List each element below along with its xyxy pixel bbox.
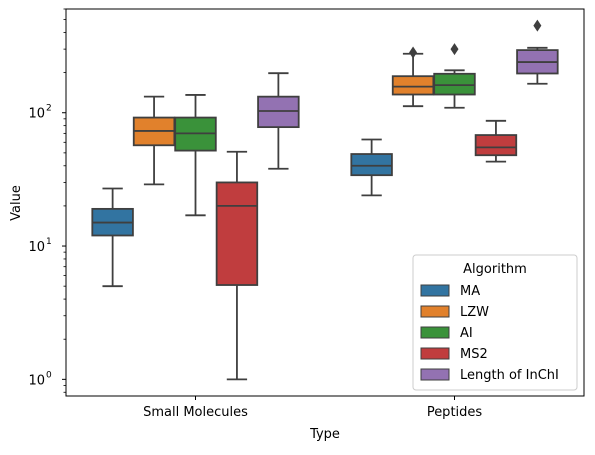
box-iqr: [391, 75, 435, 96]
legend-swatch: [420, 305, 450, 318]
box-length-of-inchi: [257, 72, 300, 170]
y-tick-exponent: 0: [46, 370, 52, 380]
box-iqr: [215, 181, 259, 286]
y-tick-exponent: 1: [46, 237, 52, 247]
y-tick-label: 10: [28, 240, 45, 255]
outlier-point: [450, 43, 459, 56]
y-axis-label: Value: [9, 185, 24, 221]
y-tick-label: 10: [28, 107, 45, 122]
legend-swatch: [420, 284, 450, 297]
x-tick-label: Small Molecules: [143, 405, 248, 420]
legend-label: Length of InChI: [460, 368, 559, 383]
x-axis-label: Type: [309, 427, 340, 442]
legend-swatch: [420, 326, 450, 339]
legend-label: LZW: [460, 305, 489, 320]
box-iqr: [433, 72, 476, 96]
legend: Algorithm MA LZW AI MS2 Length of InChI: [412, 254, 578, 391]
legend-label: MA: [460, 284, 480, 299]
box-iqr: [474, 134, 518, 157]
legend-title: Algorithm: [463, 262, 527, 277]
legend-frame: [412, 254, 578, 391]
y-tick-exponent: 2: [46, 104, 52, 114]
plot-frame: [65, 8, 585, 397]
box-ai: [433, 43, 476, 109]
box-lzw: [132, 95, 176, 186]
box-ms2: [215, 150, 259, 381]
legend-swatch: [420, 368, 450, 381]
box-ai: [174, 94, 217, 217]
legend-label: AI: [460, 326, 473, 341]
y-tick-label: 10: [28, 373, 45, 388]
outlier-point: [533, 19, 542, 32]
x-tick-label: Peptides: [427, 405, 483, 420]
legend-label: MS2: [460, 347, 488, 362]
box-lzw: [391, 46, 435, 108]
box-ms2: [474, 119, 518, 163]
box-ma: [350, 138, 393, 197]
outlier-point: [409, 46, 418, 59]
box-iqr: [350, 153, 393, 177]
box-ma: [91, 187, 134, 288]
legend-swatch: [420, 347, 450, 360]
box-length-of-inchi: [516, 19, 559, 85]
